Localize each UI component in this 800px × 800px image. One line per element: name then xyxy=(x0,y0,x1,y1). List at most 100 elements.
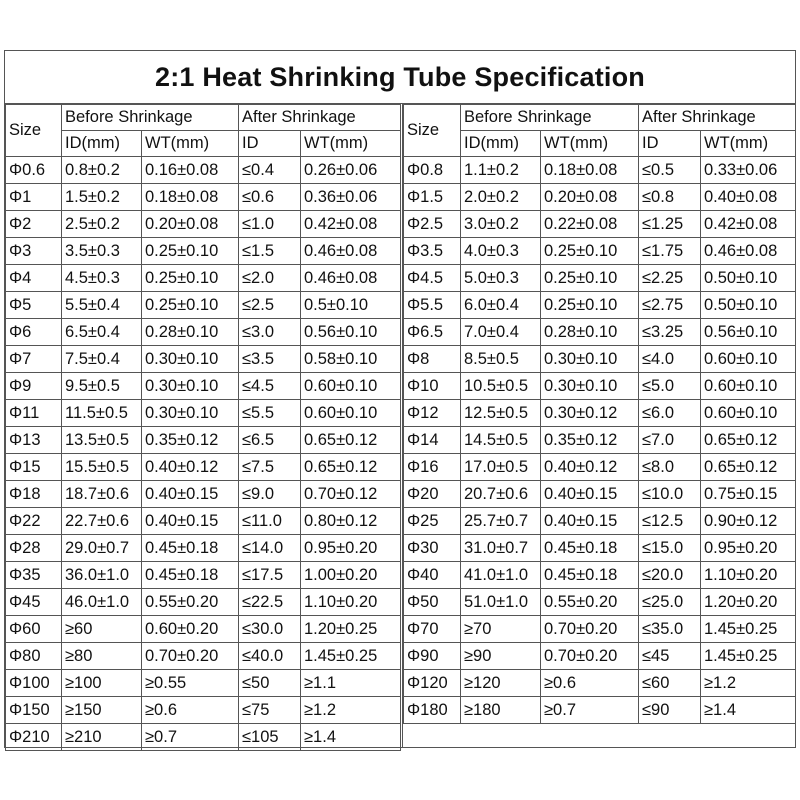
before-wt-cell: 0.40±0.12 xyxy=(141,453,239,481)
after-wt-cell: 1.45±0.25 xyxy=(699,615,797,643)
after-id-cell: ≤9.0 xyxy=(238,480,301,508)
after-wt-cell: 0.60±0.10 xyxy=(299,372,402,400)
size-cell: Φ11 xyxy=(5,399,62,427)
before-id-cell: ≥210 xyxy=(61,723,142,751)
before-wt-cell: 0.25±0.10 xyxy=(141,237,239,265)
after-wt-cell: 1.20±0.25 xyxy=(299,615,402,643)
before-id-cell: 6.0±0.4 xyxy=(460,291,541,319)
table-row: Φ1.5 2.0±0.2 0.20±0.08 ≤0.8 0.40±0.08 xyxy=(403,183,797,211)
before-wt-cell: 0.30±0.10 xyxy=(540,345,639,373)
before-id-cell: 7.5±0.4 xyxy=(61,345,142,373)
size-cell: Φ22 xyxy=(5,507,62,535)
after-wt-cell: 0.46±0.08 xyxy=(699,237,797,265)
after-id-cell: ≤15.0 xyxy=(638,534,701,562)
after-id-cell: ≤2.0 xyxy=(238,264,301,292)
after-id-cell: ≤12.5 xyxy=(638,507,701,535)
after-wt-cell: ≥1.2 xyxy=(299,696,402,724)
after-id-cell: ≤22.5 xyxy=(238,588,301,616)
size-cell: Φ0.6 xyxy=(5,156,62,184)
after-wt-cell: 0.95±0.20 xyxy=(699,534,797,562)
before-wt-cell: 0.40±0.15 xyxy=(141,480,239,508)
table-row: Φ7 7.5±0.4 0.30±0.10 ≤3.5 0.58±0.10 xyxy=(5,345,402,373)
size-cell: Φ13 xyxy=(5,426,62,454)
after-wt-cell: 1.00±0.20 xyxy=(299,561,402,589)
before-id-cell: 5.5±0.4 xyxy=(61,291,142,319)
header-size: Size xyxy=(5,104,62,157)
size-cell: Φ35 xyxy=(5,561,62,589)
before-id-cell: 3.0±0.2 xyxy=(460,210,541,238)
before-wt-cell: 0.60±0.20 xyxy=(141,615,239,643)
table-row: Φ10 10.5±0.5 0.30±0.10 ≤5.0 0.60±0.10 xyxy=(403,372,797,400)
after-wt-cell: 1.20±0.20 xyxy=(699,588,797,616)
size-cell: Φ70 xyxy=(403,615,461,643)
before-wt-cell: 0.25±0.10 xyxy=(540,291,639,319)
table-row: Φ6 6.5±0.4 0.28±0.10 ≤3.0 0.56±0.10 xyxy=(5,318,402,346)
before-id-cell: 36.0±1.0 xyxy=(61,561,142,589)
before-id-cell: 5.0±0.3 xyxy=(460,264,541,292)
before-wt-cell: 0.40±0.15 xyxy=(540,480,639,508)
table-row: Φ8 8.5±0.5 0.30±0.10 ≤4.0 0.60±0.10 xyxy=(403,345,797,373)
size-cell: Φ25 xyxy=(403,507,461,535)
header-after-id: ID xyxy=(638,130,701,157)
size-cell: Φ1 xyxy=(5,183,62,211)
size-cell: Φ180 xyxy=(403,696,461,724)
table-row: Φ70 ≥70 0.70±0.20 ≤35.0 1.45±0.25 xyxy=(403,615,797,643)
before-wt-cell: 0.28±0.10 xyxy=(540,318,639,346)
after-id-cell: ≤3.25 xyxy=(638,318,701,346)
after-id-cell: ≤20.0 xyxy=(638,561,701,589)
before-id-cell: 20.7±0.6 xyxy=(460,480,541,508)
after-wt-cell: 0.80±0.12 xyxy=(299,507,402,535)
after-wt-cell: 0.60±0.10 xyxy=(299,399,402,427)
before-id-cell: 10.5±0.5 xyxy=(460,372,541,400)
table-divider xyxy=(400,104,403,748)
after-wt-cell: 0.42±0.08 xyxy=(299,210,402,238)
table-row: Φ28 29.0±0.7 0.45±0.18 ≤14.0 0.95±0.20 xyxy=(5,534,402,562)
before-wt-cell: 0.30±0.10 xyxy=(540,372,639,400)
before-id-cell: 25.7±0.7 xyxy=(460,507,541,535)
after-id-cell: ≤2.5 xyxy=(238,291,301,319)
size-cell: Φ120 xyxy=(403,669,461,697)
table-row: Φ13 13.5±0.5 0.35±0.12 ≤6.5 0.65±0.12 xyxy=(5,426,402,454)
after-wt-cell: 1.45±0.25 xyxy=(299,642,402,670)
size-cell: Φ16 xyxy=(403,453,461,481)
size-cell: Φ4 xyxy=(5,264,62,292)
table-row: Φ20 20.7±0.6 0.40±0.15 ≤10.0 0.75±0.15 xyxy=(403,480,797,508)
size-cell: Φ8 xyxy=(403,345,461,373)
table-row: Φ15 15.5±0.5 0.40±0.12 ≤7.5 0.65±0.12 xyxy=(5,453,402,481)
table-row: Φ40 41.0±1.0 0.45±0.18 ≤20.0 1.10±0.20 xyxy=(403,561,797,589)
after-wt-cell: 0.65±0.12 xyxy=(699,426,797,454)
after-wt-cell: 0.46±0.08 xyxy=(299,237,402,265)
after-id-cell: ≤0.6 xyxy=(238,183,301,211)
after-id-cell: ≤1.25 xyxy=(638,210,701,238)
before-wt-cell: 0.18±0.08 xyxy=(540,156,639,184)
table-row: Φ22 22.7±0.6 0.40±0.15 ≤11.0 0.80±0.12 xyxy=(5,507,402,535)
before-wt-cell: 0.25±0.10 xyxy=(141,264,239,292)
table-row: Φ6.5 7.0±0.4 0.28±0.10 ≤3.25 0.56±0.10 xyxy=(403,318,797,346)
header-row-columns: ID(mm) WT(mm) ID WT(mm) xyxy=(6,130,402,157)
after-wt-cell: 0.58±0.10 xyxy=(299,345,402,373)
after-id-cell: ≤7.5 xyxy=(238,453,301,481)
before-id-cell: 18.7±0.6 xyxy=(61,480,142,508)
after-wt-cell: 0.70±0.12 xyxy=(299,480,402,508)
size-cell: Φ40 xyxy=(403,561,461,589)
size-cell: Φ5 xyxy=(5,291,62,319)
before-id-cell: 51.0±1.0 xyxy=(460,588,541,616)
size-cell: Φ150 xyxy=(5,696,62,724)
before-id-cell: ≥90 xyxy=(460,642,541,670)
after-id-cell: ≤45 xyxy=(638,642,701,670)
after-wt-cell: 1.10±0.20 xyxy=(699,561,797,589)
table-row: Φ3 3.5±0.3 0.25±0.10 ≤1.5 0.46±0.08 xyxy=(5,237,402,265)
before-id-cell: ≥80 xyxy=(61,642,142,670)
before-wt-cell: 0.22±0.08 xyxy=(540,210,639,238)
spec-table-right: Size Before Shrinkage After Shrinkage ID… xyxy=(403,104,797,724)
before-wt-cell: 0.30±0.10 xyxy=(141,372,239,400)
after-id-cell: ≤3.0 xyxy=(238,318,301,346)
table-row: Φ18 18.7±0.6 0.40±0.15 ≤9.0 0.70±0.12 xyxy=(5,480,402,508)
size-cell: Φ3.5 xyxy=(403,237,461,265)
before-id-cell: 0.8±0.2 xyxy=(61,156,142,184)
after-id-cell: ≤35.0 xyxy=(638,615,701,643)
before-wt-cell: 0.45±0.18 xyxy=(540,561,639,589)
before-id-cell: ≥120 xyxy=(460,669,541,697)
size-cell: Φ18 xyxy=(5,480,62,508)
table-row: Φ2 2.5±0.2 0.20±0.08 ≤1.0 0.42±0.08 xyxy=(5,210,402,238)
